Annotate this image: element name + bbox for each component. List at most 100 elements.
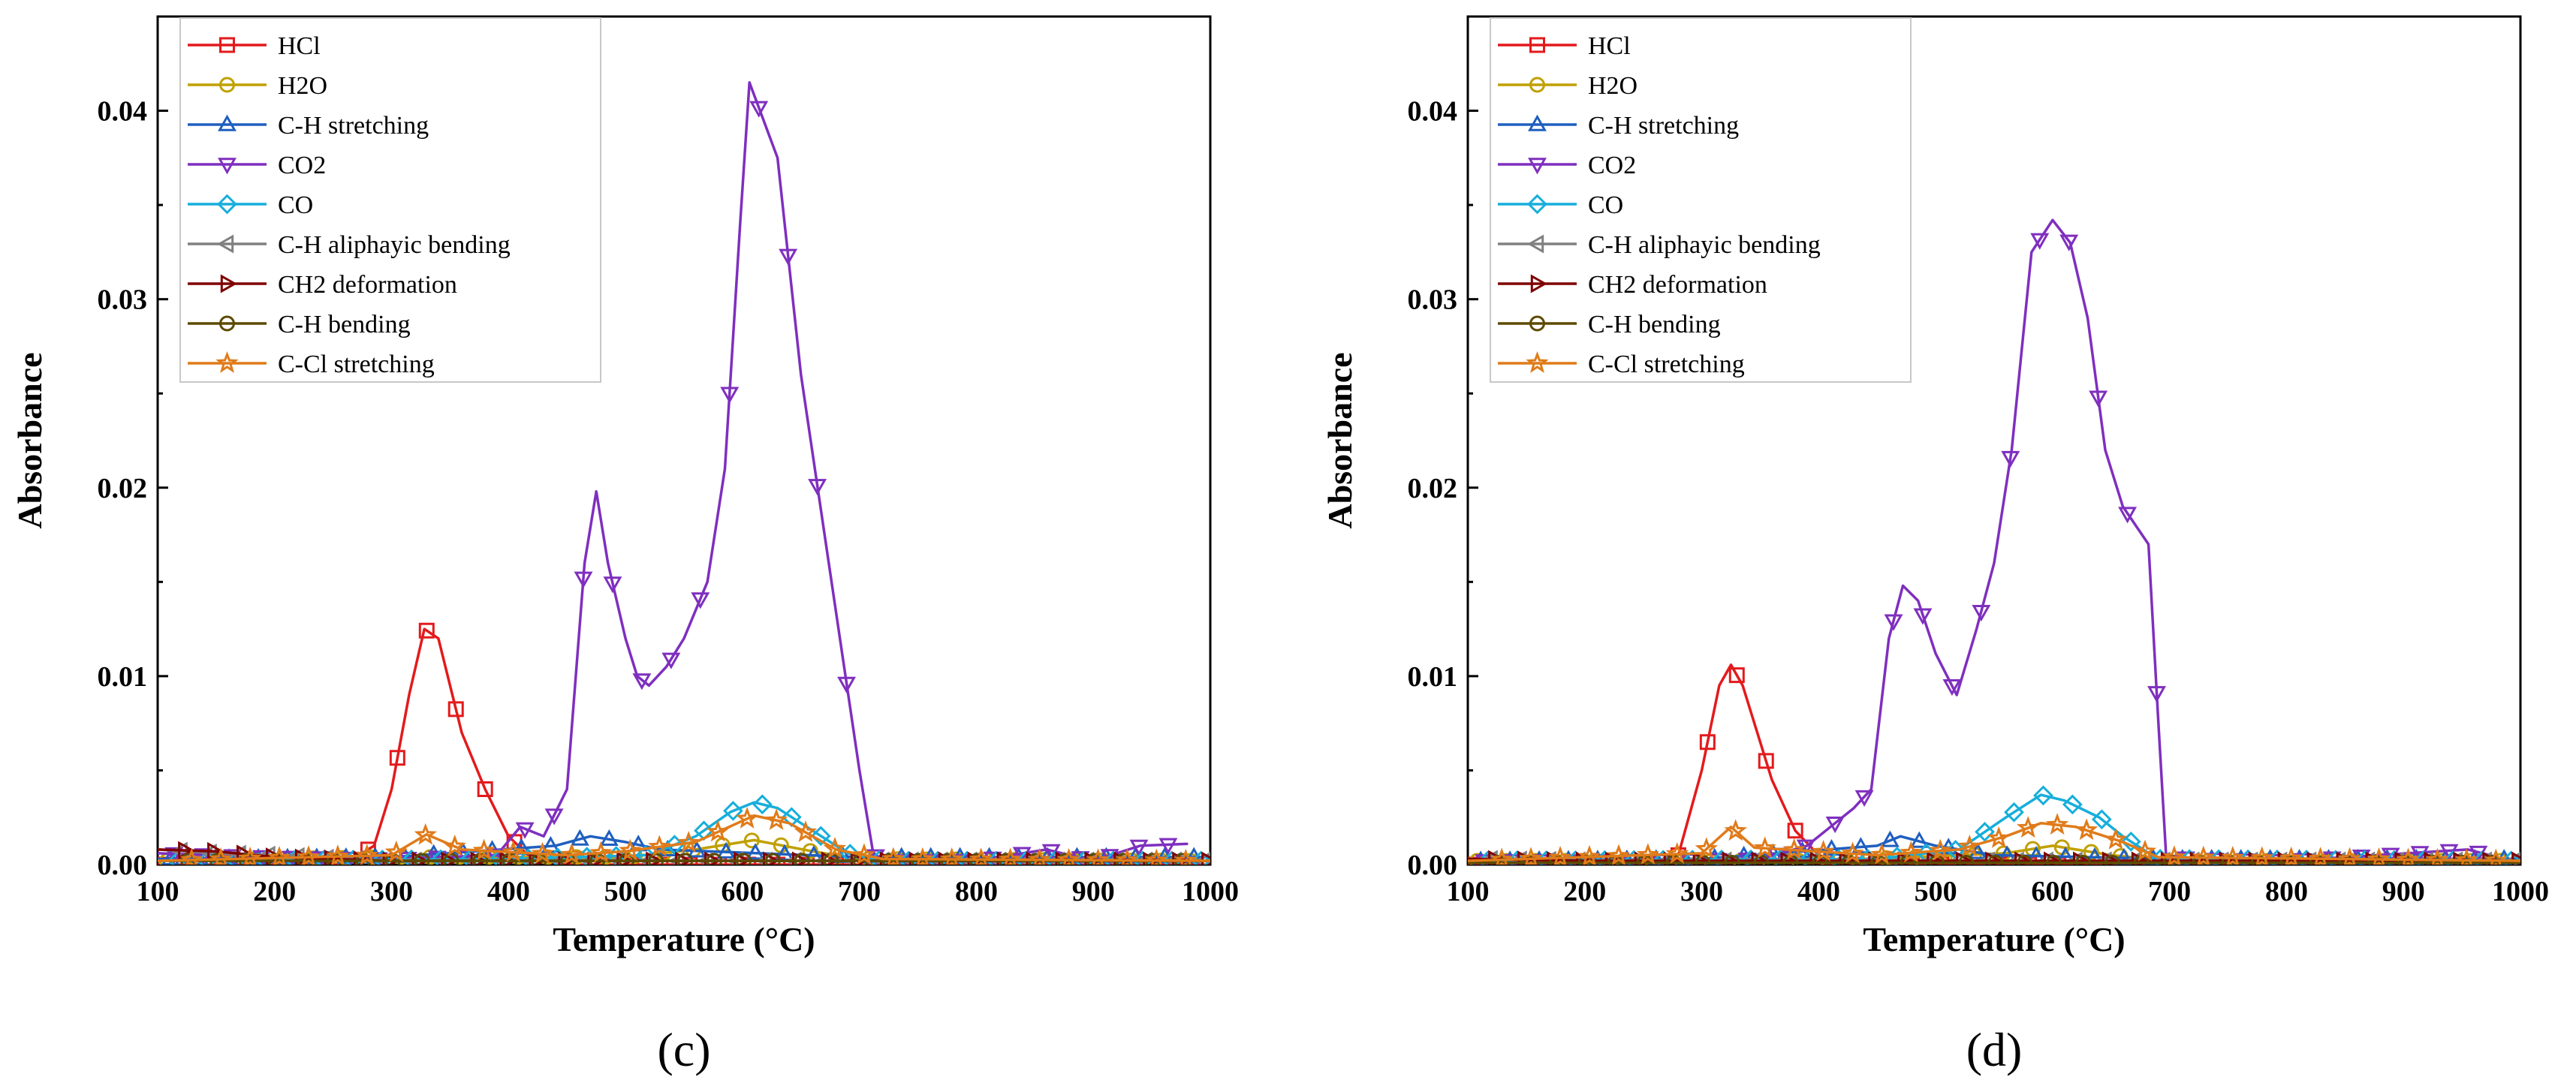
legend-label: C-H bending (1588, 311, 1721, 338)
data-point (716, 841, 736, 859)
data-point (1636, 843, 1659, 865)
y-tick-label: 0.03 (1408, 284, 1458, 316)
data-point (852, 843, 875, 865)
legend-label: H2O (1588, 72, 1637, 100)
panel-label: (c) (657, 1023, 710, 1076)
y-tick-label: 0.04 (98, 96, 148, 128)
y-tick-label: 0.03 (98, 284, 148, 316)
data-point (297, 845, 321, 865)
data-point (746, 843, 765, 860)
data-point (502, 840, 525, 862)
x-axis-title: Temperature (°C) (1863, 920, 2125, 958)
data-point (1787, 823, 1803, 839)
data-point (1158, 838, 1178, 855)
x-tick-label: 500 (604, 876, 647, 907)
panel-d: 100 200 300 400 500 600 700 800 900 1000 0.00 0.01 0… (1321, 15, 2549, 1076)
data-point (1174, 848, 1198, 865)
data-point (1086, 848, 1110, 865)
data-point (1548, 846, 1572, 865)
series-group (158, 81, 1210, 865)
data-point (691, 592, 710, 609)
x-tick-label: 900 (1072, 876, 1115, 907)
data-point (1841, 841, 1864, 864)
legend-label: CH2 deformation (1588, 271, 1767, 299)
data-point (619, 838, 642, 861)
data-point (911, 847, 934, 865)
x-tick-label: 600 (2031, 876, 2074, 907)
y-axis-title: Absorbance (1321, 352, 1359, 528)
data-point (1028, 847, 1051, 865)
data-point (779, 248, 798, 266)
data-point (389, 750, 405, 766)
data-point (1929, 838, 1952, 861)
series-line-c-cl-stretching (1468, 822, 2520, 862)
data-point (164, 847, 184, 865)
legend-marker (218, 114, 237, 131)
legend-label: CO2 (278, 152, 326, 179)
data-point (414, 853, 430, 865)
data-point (2104, 827, 2128, 850)
x-tick-label: 900 (2382, 876, 2425, 907)
y-tick-label: 0.04 (1408, 96, 1458, 128)
data-point (749, 101, 769, 118)
data-point (1782, 855, 1799, 865)
data-point (1728, 667, 1745, 684)
data-point (2120, 831, 2141, 852)
legend: HCl H2O C-H stretching CO2 CO C-H aliphayic b… (179, 17, 601, 383)
data-point (1129, 839, 1149, 856)
data-point (1909, 831, 1929, 848)
data-point (2397, 847, 2420, 865)
data-point (1884, 614, 1903, 631)
data-point (1753, 836, 1776, 859)
data-point (1939, 838, 1958, 855)
legend-marker (219, 77, 236, 93)
data-point (2053, 839, 2070, 856)
data-point (1841, 855, 1857, 865)
legend-marker (217, 234, 234, 254)
data-point (1929, 855, 1945, 865)
data-point (2133, 839, 2157, 862)
data-point (238, 847, 262, 865)
data-point (2221, 846, 2244, 865)
data-point (1577, 844, 1601, 865)
data-point (999, 847, 1022, 865)
data-point (810, 826, 831, 847)
y-tick-label: 0.01 (98, 661, 148, 693)
legend-marker (219, 315, 236, 332)
data-point (589, 841, 613, 863)
legend: HCl H2O C-H stretching CO2 CO C-H aliphayic b… (1490, 17, 1912, 383)
data-point (1695, 855, 1711, 865)
data-point (589, 853, 606, 865)
x-tick-label: 300 (370, 876, 413, 907)
legend-marker (218, 158, 237, 175)
data-point (544, 808, 564, 826)
data-point (515, 822, 535, 839)
data-point (1975, 822, 1995, 842)
data-point (472, 853, 489, 865)
data-point (2426, 847, 2449, 865)
data-point (2250, 846, 2273, 865)
data-point (1724, 855, 1740, 865)
legend-box (1490, 17, 1912, 383)
data-point (477, 781, 493, 798)
x-tick-label: 100 (1447, 876, 1490, 907)
data-point (2133, 855, 2150, 865)
x-tick-label: 800 (955, 876, 998, 907)
legend-label: C-H aliphayic bending (278, 231, 511, 259)
series-group (1468, 218, 2520, 865)
data-point (752, 794, 773, 815)
legend-label: C-H aliphayic bending (1588, 231, 1821, 259)
data-point (1724, 819, 1747, 841)
legend-label: H2O (278, 72, 327, 100)
data-point (2059, 234, 2079, 251)
legend-label: CO (1588, 191, 1623, 219)
y-axis-title: Absorbance (11, 352, 49, 528)
data-point (1958, 855, 1975, 865)
series-line-hcl (158, 627, 1210, 865)
data-point (723, 801, 743, 821)
data-point (603, 576, 622, 594)
legend-marker (215, 351, 239, 373)
data-point (2338, 847, 2361, 865)
data-point (2484, 848, 2508, 865)
data-point (2089, 390, 2108, 408)
